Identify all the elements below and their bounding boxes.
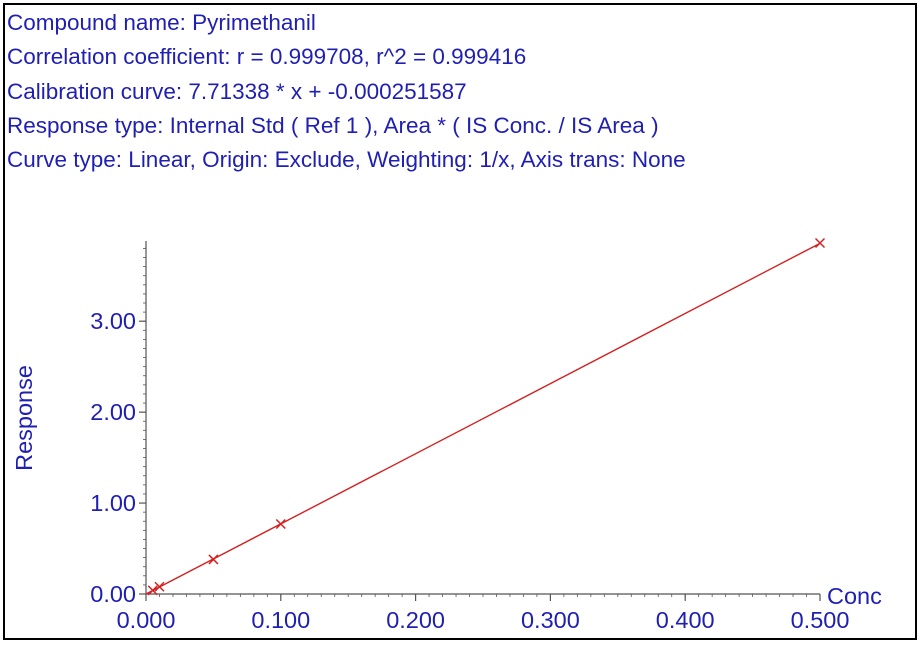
data-point-markers <box>147 237 826 596</box>
y-tick-label: 1.00 <box>90 490 136 516</box>
data-point <box>147 585 158 596</box>
correlation-text: Correlation coefficient: r = 0.999708, r… <box>7 44 527 70</box>
data-point-stroke <box>147 585 158 596</box>
data-point-stroke <box>275 518 286 530</box>
x-tick-label: 0.200 <box>386 607 445 633</box>
x-tick-label: 0.500 <box>791 607 850 633</box>
data-point-stroke <box>154 581 165 592</box>
calibration-fit-line <box>145 242 821 595</box>
data-point-stroke <box>814 237 826 249</box>
y-tick-label: 2.00 <box>90 399 136 425</box>
x-tick-label: 0.100 <box>251 607 310 633</box>
calibration-curve-text: Calibration curve: 7.71338 * x + -0.0002… <box>7 78 467 104</box>
y-tick-labels: 0.00 1.00 2.00 3.00 <box>90 308 136 607</box>
y-tick-label: 0.00 <box>90 581 136 607</box>
data-point <box>208 554 219 565</box>
y-tick-label: 3.00 <box>90 308 136 334</box>
x-tick-labels: 0.000 0.100 0.200 0.300 0.400 0.500 <box>117 607 850 633</box>
data-point-stroke <box>208 554 219 565</box>
response-type-text: Response type: Internal Std ( Ref 1 ), A… <box>7 112 659 138</box>
compound-name-text: Compound name: Pyrimethanil <box>7 10 316 35</box>
chart-frame <box>3 3 917 640</box>
x-axis-label: Conc <box>827 583 882 609</box>
x-major-ticks <box>145 594 821 601</box>
data-point <box>275 518 286 530</box>
data-point <box>814 237 826 249</box>
x-tick-label: 0.400 <box>656 607 715 633</box>
x-tick-label: 0.300 <box>521 607 580 633</box>
x-tick-label: 0.000 <box>117 607 176 633</box>
y-axis-label: Response <box>11 365 37 471</box>
curve-type-text: Curve type: Linear, Origin: Exclude, Wei… <box>7 147 686 173</box>
data-point <box>154 581 165 592</box>
y-minor-ticks <box>143 248 146 595</box>
chart-header: Compound name: Pyrimethanil Correlation … <box>7 6 916 177</box>
y-major-ticks <box>139 320 146 595</box>
